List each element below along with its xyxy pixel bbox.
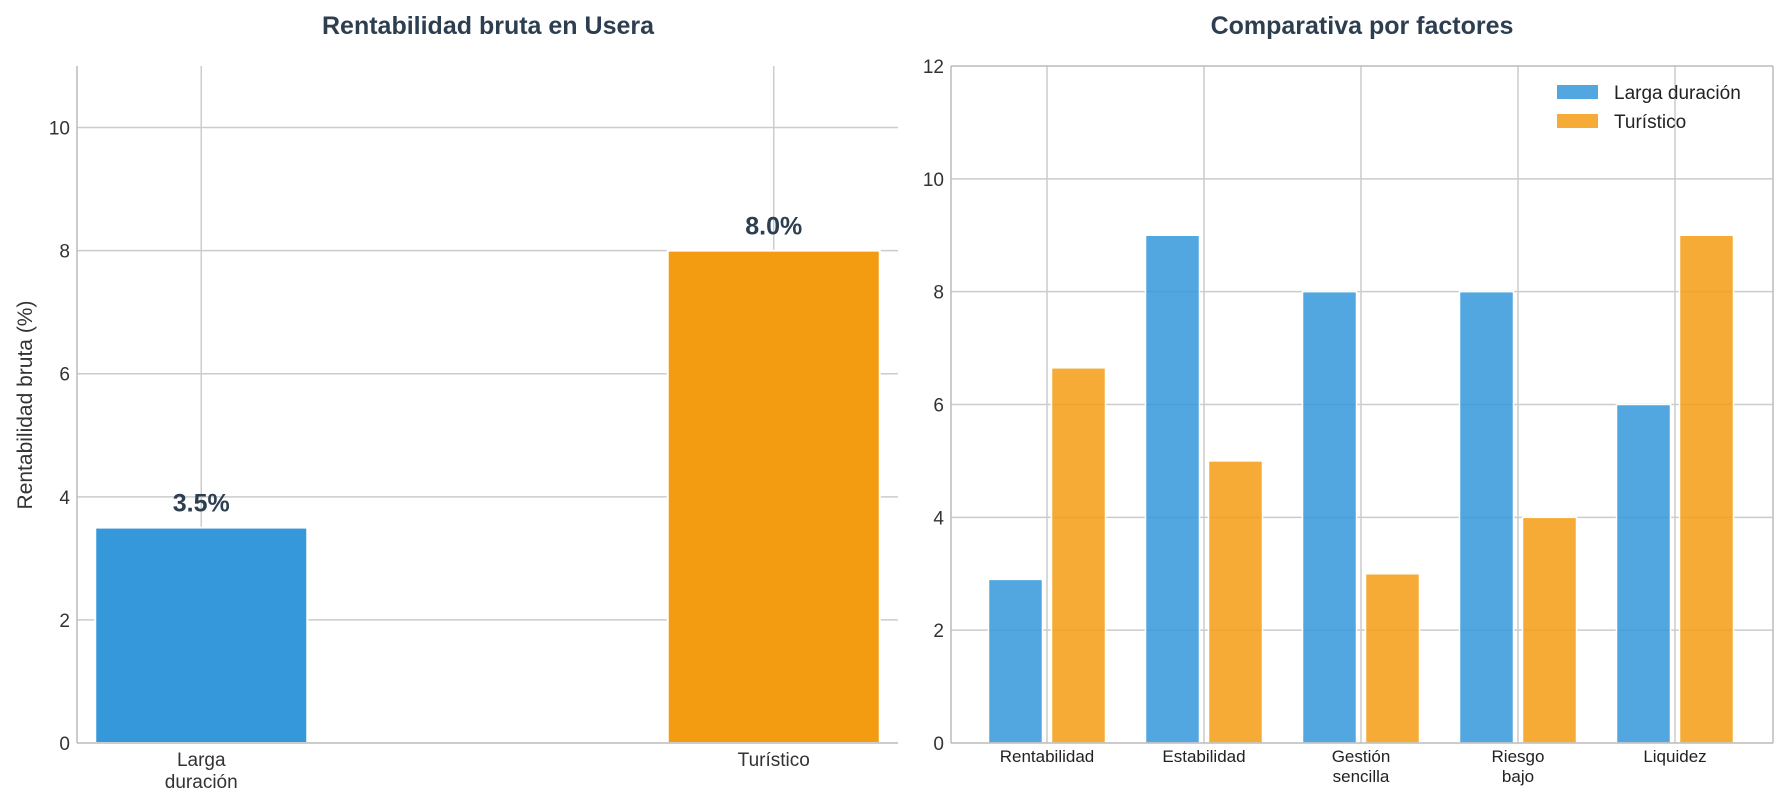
bar-larga-duracion-rentabilidad (987, 578, 1044, 744)
legend-swatch-larga-duracion (1557, 85, 1598, 99)
x-tick-label-estabilidad: Estabilidad (1162, 747, 1245, 766)
left-y-tick-label: 0 (59, 734, 70, 755)
left-y-ticks: 0 2 4 6 8 10 (49, 119, 71, 755)
right-y-tick-label: 10 (923, 170, 944, 191)
left-data-labels: 3.5% 8.0% (173, 213, 802, 518)
right-y-tick-label: 2 (933, 621, 944, 642)
x-tick-label-liquidez: Liquidez (1643, 747, 1706, 766)
bar-turistico-liquidez (1678, 234, 1735, 744)
data-label-larga-duracion: 3.5% (173, 490, 230, 518)
bar-larga-duracion-liquidez (1615, 403, 1672, 744)
left-y-tick-label: 6 (59, 365, 70, 386)
left-y-tick-label: 2 (59, 611, 70, 632)
bar-larga-duracion (94, 526, 309, 744)
right-legend: Larga duración Turístico (1557, 83, 1741, 133)
x-tick-label-larga-duracion: Larga duración (165, 750, 238, 793)
bar-larga-duracion-gestion-sencilla (1301, 290, 1358, 744)
bar-larga-duracion-riesgo-bajo (1458, 290, 1515, 744)
left-y-axis-label: Rentabilidad bruta (%) (14, 301, 37, 510)
right-y-tick-label: 8 (933, 283, 944, 304)
left-y-tick-label: 8 (59, 242, 70, 263)
x-tick-label-riesgo-bajo: Riesgo bajo (1492, 747, 1545, 786)
right-y-tick-label: 12 (923, 57, 944, 78)
data-label-turistico: 8.0% (745, 213, 802, 241)
left-chart-panel: Rentabilidad bruta en Usera 0 2 4 6 8 10 Larg… (14, 12, 898, 793)
bar-larga-duracion-estabilidad (1144, 234, 1201, 744)
bar-turistico-riesgo-bajo (1521, 516, 1578, 744)
right-y-tick-label: 0 (933, 734, 944, 755)
left-y-tick-label: 4 (59, 488, 70, 509)
right-y-ticks: 0 2 4 6 8 10 12 (923, 57, 945, 755)
right-y-tick-label: 6 (933, 396, 944, 417)
left-chart-title: Rentabilidad bruta en Usera (322, 12, 655, 40)
right-bars (987, 234, 1735, 744)
left-x-ticks: Larga duración Turístico (165, 750, 810, 793)
bar-turistico-rentabilidad (1050, 367, 1107, 744)
left-bars (94, 249, 881, 745)
x-tick-label-gestion-sencilla: Gestión sencilla (1332, 747, 1391, 786)
bar-turistico-gestion-sencilla (1364, 573, 1421, 744)
left-y-tick-label: 10 (49, 119, 70, 140)
bar-turistico (666, 249, 881, 745)
right-y-tick-label: 4 (933, 508, 944, 529)
right-x-ticks: Rentabilidad Estabilidad Gestión sencilla Ri… (1000, 747, 1707, 786)
right-chart-title: Comparativa por factores (1211, 12, 1514, 40)
x-tick-label-rentabilidad: Rentabilidad (1000, 747, 1095, 766)
x-tick-label-turistico: Turístico (738, 750, 810, 771)
bar-turistico-estabilidad (1207, 460, 1264, 744)
legend-swatch-turistico (1557, 114, 1598, 128)
legend-label-turistico: Turístico (1614, 112, 1686, 133)
legend-label-larga-duracion: Larga duración (1614, 83, 1741, 104)
right-chart-panel: Comparativa por factores 0 2 4 6 8 10 12 Renta… (923, 12, 1774, 786)
